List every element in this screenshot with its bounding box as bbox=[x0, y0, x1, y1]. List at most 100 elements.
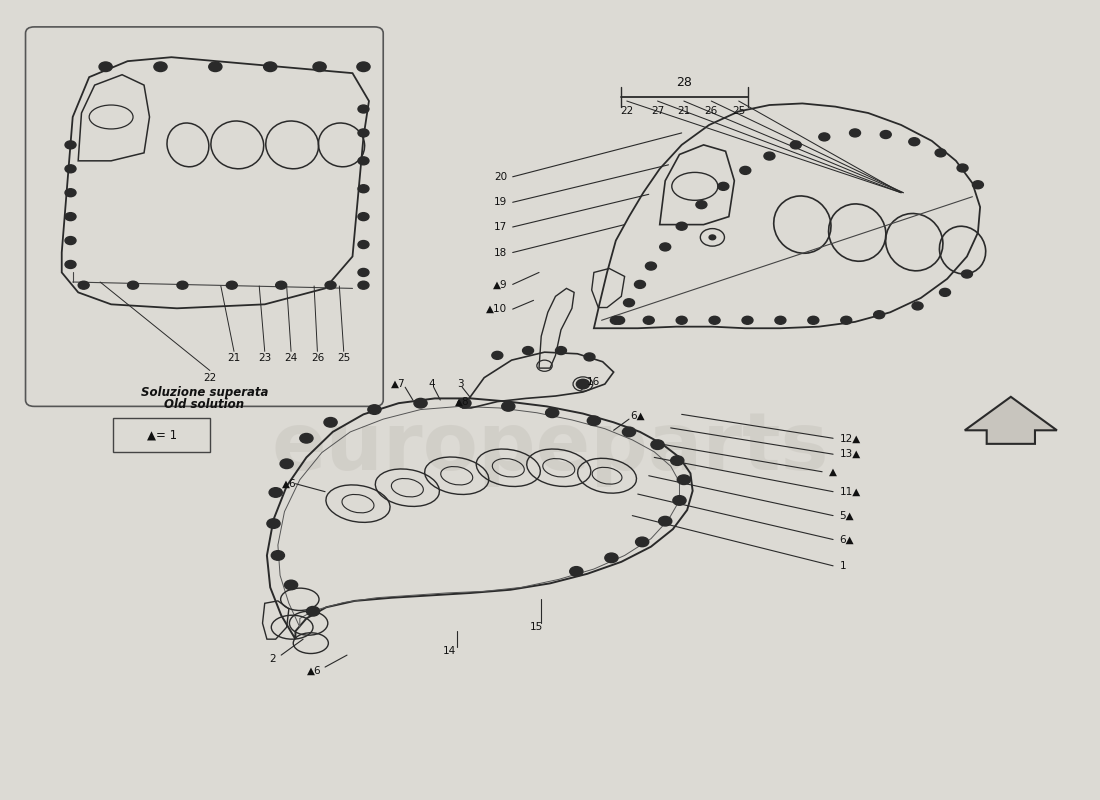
Circle shape bbox=[880, 130, 891, 138]
Circle shape bbox=[324, 418, 337, 427]
Text: 15: 15 bbox=[530, 622, 543, 632]
Text: 13▲: 13▲ bbox=[839, 450, 861, 459]
Text: 26: 26 bbox=[705, 106, 718, 117]
Circle shape bbox=[492, 351, 503, 359]
Circle shape bbox=[961, 270, 972, 278]
Circle shape bbox=[676, 316, 688, 324]
Circle shape bbox=[267, 518, 280, 528]
Circle shape bbox=[307, 606, 320, 616]
Circle shape bbox=[356, 62, 370, 71]
Circle shape bbox=[300, 434, 313, 443]
Circle shape bbox=[65, 237, 76, 245]
Text: 1: 1 bbox=[839, 561, 846, 571]
Circle shape bbox=[280, 459, 294, 469]
Text: 17: 17 bbox=[494, 222, 507, 232]
Circle shape bbox=[818, 133, 829, 141]
Text: 6▲: 6▲ bbox=[630, 411, 645, 421]
Text: 25: 25 bbox=[733, 106, 746, 117]
Circle shape bbox=[673, 496, 686, 506]
Circle shape bbox=[764, 152, 774, 160]
Text: 21: 21 bbox=[228, 353, 241, 362]
Circle shape bbox=[742, 316, 754, 324]
Circle shape bbox=[99, 62, 112, 71]
Text: 27: 27 bbox=[651, 106, 664, 117]
Text: 3: 3 bbox=[456, 379, 463, 389]
Circle shape bbox=[358, 269, 368, 277]
Circle shape bbox=[522, 346, 534, 354]
Circle shape bbox=[676, 222, 688, 230]
Text: 24: 24 bbox=[285, 353, 298, 362]
Circle shape bbox=[678, 475, 691, 485]
Circle shape bbox=[154, 62, 167, 71]
Circle shape bbox=[272, 550, 285, 560]
Circle shape bbox=[774, 316, 785, 324]
Circle shape bbox=[909, 138, 920, 146]
Circle shape bbox=[65, 165, 76, 173]
Circle shape bbox=[576, 379, 590, 389]
Circle shape bbox=[623, 427, 636, 437]
Circle shape bbox=[276, 282, 287, 289]
Circle shape bbox=[209, 62, 222, 71]
Text: europeparts: europeparts bbox=[272, 409, 828, 487]
Polygon shape bbox=[965, 397, 1057, 444]
Circle shape bbox=[873, 310, 884, 318]
Circle shape bbox=[358, 129, 368, 137]
Text: ▲6: ▲6 bbox=[283, 478, 297, 489]
Circle shape bbox=[570, 566, 583, 576]
Circle shape bbox=[314, 62, 327, 71]
Circle shape bbox=[358, 213, 368, 221]
Circle shape bbox=[78, 282, 89, 289]
Circle shape bbox=[502, 402, 515, 411]
Circle shape bbox=[636, 537, 649, 546]
Text: 5▲: 5▲ bbox=[839, 510, 855, 521]
Circle shape bbox=[972, 181, 983, 189]
Text: Soluzione superata: Soluzione superata bbox=[141, 386, 268, 398]
Text: ▲10: ▲10 bbox=[486, 304, 507, 314]
Text: 2: 2 bbox=[270, 654, 276, 664]
Circle shape bbox=[65, 213, 76, 221]
Text: 21: 21 bbox=[678, 106, 691, 117]
Circle shape bbox=[614, 316, 625, 324]
Circle shape bbox=[128, 282, 139, 289]
Text: 16: 16 bbox=[587, 377, 601, 386]
Text: 26: 26 bbox=[311, 353, 324, 362]
Circle shape bbox=[710, 235, 716, 240]
Text: 22: 22 bbox=[204, 374, 217, 383]
Circle shape bbox=[584, 353, 595, 361]
Text: 25: 25 bbox=[337, 353, 350, 362]
Circle shape bbox=[546, 408, 559, 418]
Text: ▲8: ▲8 bbox=[455, 397, 470, 406]
Circle shape bbox=[227, 282, 238, 289]
Circle shape bbox=[849, 129, 860, 137]
Circle shape bbox=[624, 298, 635, 306]
FancyBboxPatch shape bbox=[25, 27, 383, 406]
Circle shape bbox=[264, 62, 277, 71]
Text: 14: 14 bbox=[442, 646, 455, 656]
Text: 19: 19 bbox=[494, 198, 507, 207]
Circle shape bbox=[710, 316, 720, 324]
Text: 23: 23 bbox=[258, 353, 272, 362]
Text: ▲7: ▲7 bbox=[392, 379, 406, 389]
Text: ▲6: ▲6 bbox=[307, 666, 321, 676]
Text: ▲9: ▲9 bbox=[493, 279, 507, 290]
Circle shape bbox=[696, 201, 707, 209]
Text: 28: 28 bbox=[675, 76, 692, 90]
Circle shape bbox=[718, 182, 729, 190]
Circle shape bbox=[740, 166, 751, 174]
Circle shape bbox=[644, 316, 654, 324]
Circle shape bbox=[177, 282, 188, 289]
Circle shape bbox=[605, 553, 618, 562]
Circle shape bbox=[957, 164, 968, 172]
Circle shape bbox=[610, 316, 621, 324]
FancyBboxPatch shape bbox=[113, 418, 210, 452]
Circle shape bbox=[556, 346, 566, 354]
Circle shape bbox=[912, 302, 923, 310]
Circle shape bbox=[414, 398, 427, 408]
Circle shape bbox=[807, 316, 818, 324]
Circle shape bbox=[358, 157, 368, 165]
Circle shape bbox=[358, 241, 368, 249]
Circle shape bbox=[840, 316, 851, 324]
Text: Old solution: Old solution bbox=[164, 398, 244, 411]
Circle shape bbox=[939, 288, 950, 296]
Text: 18: 18 bbox=[494, 247, 507, 258]
